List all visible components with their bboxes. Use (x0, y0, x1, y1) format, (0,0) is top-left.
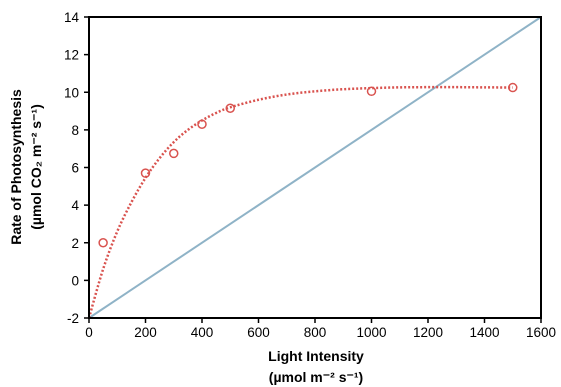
data-point (508, 82, 518, 93)
y-tick-label: 0 (71, 273, 79, 288)
y-tick-label: 6 (71, 161, 79, 176)
data-point (225, 103, 235, 113)
x-tick-label: 200 (134, 325, 157, 340)
axis-ticks: 0 200 400 600 800 1000 1200 1400 1600 -2 0 2 4 6 8 10 12… (64, 10, 556, 340)
y-tick-label: 14 (64, 10, 80, 25)
y-tick-label: 10 (64, 85, 79, 100)
y-tick-label: 4 (71, 198, 79, 213)
plot-area (87, 16, 542, 319)
y-tick-label: -2 (67, 311, 79, 326)
y-tick-label: 2 (71, 236, 79, 251)
x-axis-title: Light Intensity (268, 348, 364, 364)
y-axis-units: (µmol CO₂ m⁻² s⁻¹) (28, 104, 44, 230)
y-tick-label: 8 (71, 123, 79, 138)
data-point (366, 86, 377, 97)
x-tick-label: 1200 (413, 325, 443, 340)
y-axis-title: Rate of Photosynthesis (8, 89, 24, 245)
data-point (197, 119, 207, 129)
x-tick-label: 1000 (356, 325, 386, 340)
data-point (140, 168, 151, 178)
x-tick-label: 800 (304, 325, 327, 340)
x-axis-units: (µmol m⁻² s⁻¹) (269, 369, 363, 385)
x-tick-label: 600 (247, 325, 270, 340)
y-tick-label: 12 (64, 48, 79, 63)
x-tick-label: 400 (191, 325, 214, 340)
data-point (169, 148, 179, 159)
reference-line (88, 16, 542, 319)
x-tick-label: 1600 (526, 325, 556, 340)
x-tick-label: 1400 (469, 325, 499, 340)
data-point (98, 238, 108, 248)
x-tick-label: 0 (85, 325, 93, 340)
fitted-curve (87, 85, 513, 319)
